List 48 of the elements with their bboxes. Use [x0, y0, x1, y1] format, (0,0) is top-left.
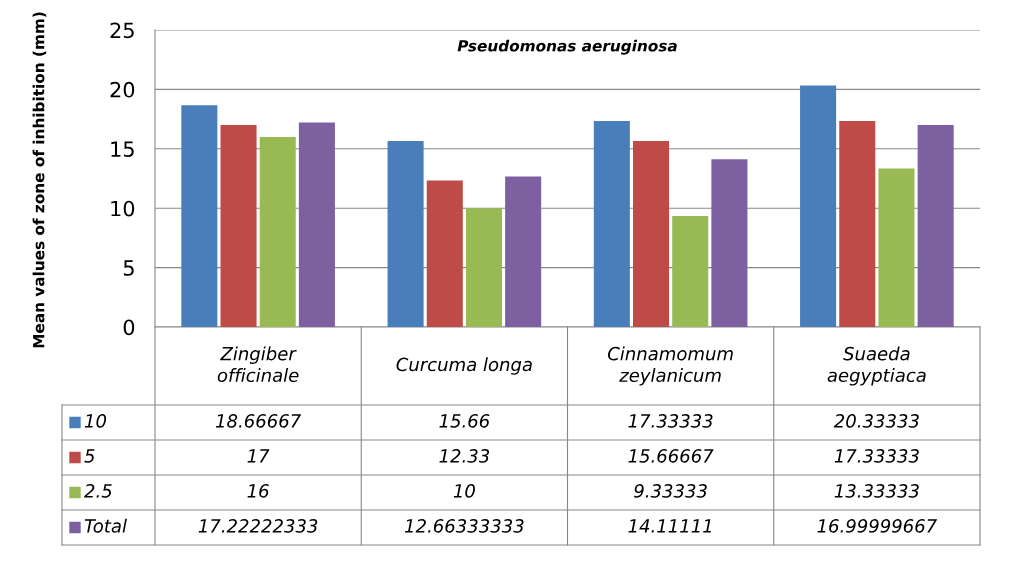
data-label: 16	[247, 484, 269, 498]
legend-label: 5	[84, 449, 95, 463]
data-label: 15.66	[439, 414, 490, 428]
bar	[800, 85, 837, 327]
data-label: 14.11111	[628, 519, 711, 533]
data-label: 17.33333	[628, 414, 713, 428]
y-tick-label: 15	[111, 141, 134, 158]
bar	[505, 176, 542, 327]
legend-label: 2.5	[84, 484, 112, 498]
bar	[465, 208, 502, 327]
bar	[711, 159, 748, 327]
legend-label: Total	[84, 518, 127, 533]
bar	[878, 168, 915, 327]
bar	[220, 125, 257, 327]
y-tick-label: 10	[111, 200, 135, 217]
bar	[181, 105, 218, 327]
data-label: 17.22222333	[198, 519, 318, 533]
data-label: 9.33333	[634, 484, 707, 498]
x-tick-label: Cinnamomum zeylanicum	[607, 346, 733, 386]
x-tick-label: Zingiber officinale	[217, 346, 299, 383]
data-label: 12.33	[439, 449, 490, 463]
y-tick-label: 20	[110, 81, 135, 98]
x-tick-label: Suaeda aegyptiaca	[827, 346, 926, 386]
bar	[593, 121, 630, 327]
data-label: 13.33333	[834, 484, 919, 498]
bar	[426, 180, 463, 327]
bar	[633, 140, 670, 327]
legend-label: 10	[84, 414, 107, 428]
data-label: 16.99999667	[817, 519, 938, 533]
bar	[298, 122, 335, 327]
y-tick-label: 0	[123, 319, 135, 336]
y-tick-label: 25	[110, 22, 134, 39]
bar	[839, 121, 876, 327]
bar	[917, 125, 954, 327]
text: Pseudomonas aeruginosa	[457, 39, 677, 55]
y-axis-title: Mean values of zone of inhibition (mm)	[32, 12, 47, 348]
bar	[259, 136, 296, 327]
x-tick-label: Curcuma longa	[396, 357, 532, 375]
data-label: 20.33333	[833, 414, 919, 428]
data-label: 10	[453, 484, 475, 498]
data-label: 15.66667	[628, 449, 714, 463]
data-label: 17.33333	[834, 449, 919, 463]
bar	[672, 216, 709, 327]
data-label: 18.66667	[215, 414, 302, 428]
data-label: 12.66333333	[404, 519, 524, 533]
data-label: 17	[247, 449, 270, 463]
bar	[387, 140, 424, 327]
y-tick-label: 5	[123, 260, 134, 276]
